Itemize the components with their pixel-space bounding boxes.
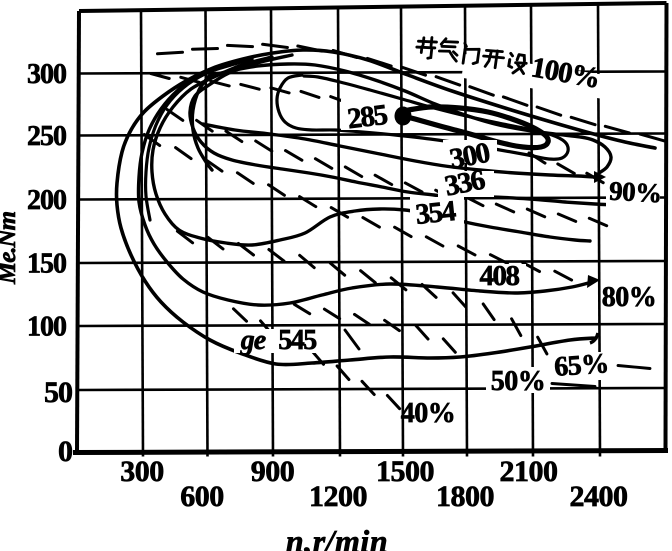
svg-text:900: 900 — [251, 455, 295, 488]
svg-text:300: 300 — [27, 59, 66, 90]
svg-text:354: 354 — [414, 195, 457, 231]
svg-text:2400: 2400 — [570, 480, 628, 513]
svg-text:300: 300 — [447, 137, 492, 176]
svg-text:1800: 1800 — [436, 480, 494, 513]
svg-text:65%: 65% — [553, 348, 610, 383]
svg-text:408: 408 — [480, 260, 520, 292]
svg-text:50%: 50% — [491, 366, 546, 397]
svg-text:545: 545 — [278, 325, 316, 356]
svg-text:285: 285 — [346, 99, 390, 136]
svg-text:n,r/min: n,r/min — [286, 523, 388, 551]
svg-text:80%: 80% — [602, 282, 657, 313]
svg-text:200: 200 — [27, 185, 66, 216]
svg-text:150: 150 — [27, 249, 66, 280]
svg-text:Me.Nm: Me.Nm — [0, 211, 21, 285]
svg-text:90%: 90% — [608, 176, 662, 209]
svg-text:1500: 1500 — [376, 455, 434, 488]
svg-text:300: 300 — [120, 455, 164, 488]
svg-text:336: 336 — [442, 164, 487, 203]
svg-text:2100: 2100 — [500, 455, 558, 488]
svg-text:600: 600 — [180, 480, 224, 513]
svg-text:250: 250 — [27, 121, 66, 152]
svg-text:1200: 1200 — [309, 480, 367, 513]
svg-text:0: 0 — [58, 435, 72, 468]
svg-text:ge: ge — [240, 325, 266, 356]
svg-text:40%: 40% — [401, 398, 456, 429]
svg-text:100: 100 — [27, 312, 66, 343]
svg-text:50: 50 — [44, 376, 72, 409]
